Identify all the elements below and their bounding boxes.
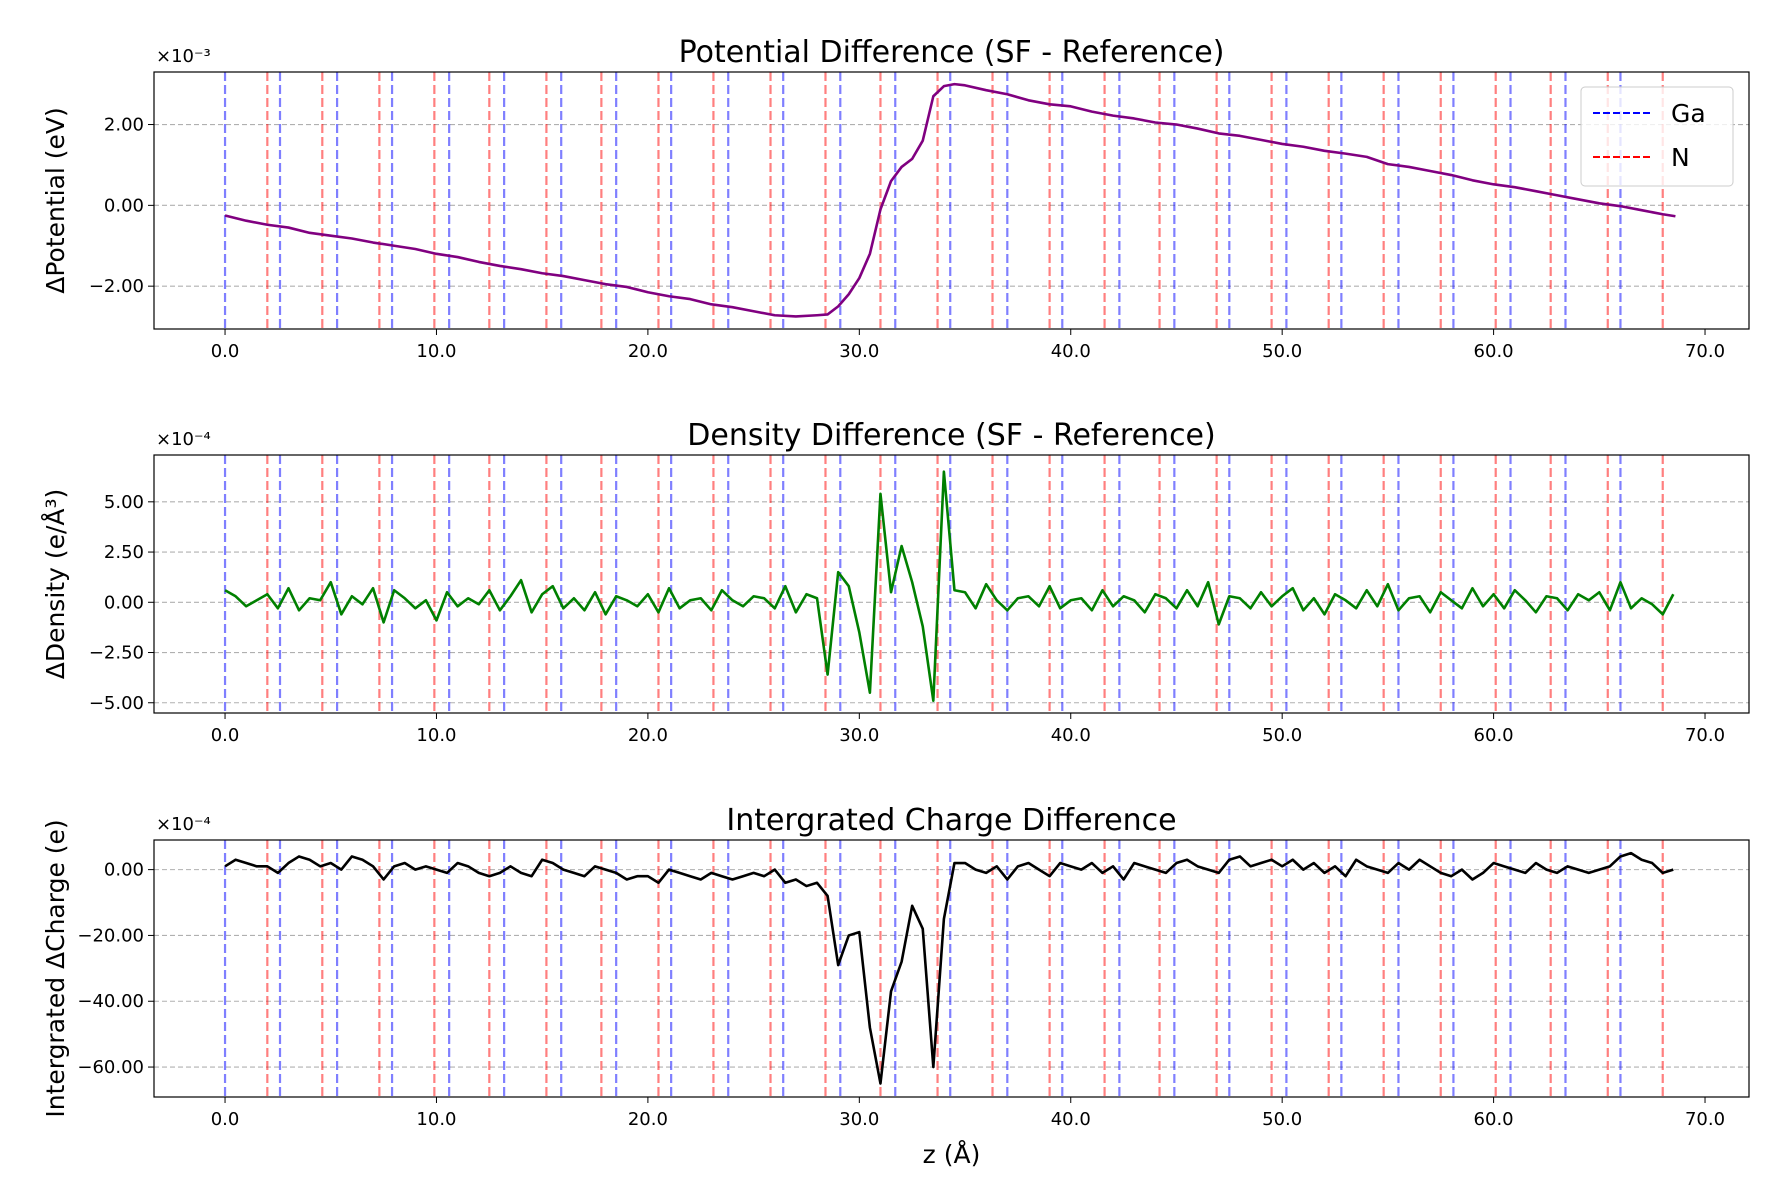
legend-box	[1580, 86, 1734, 187]
x-tick-label: 20.0	[628, 341, 668, 362]
x-tick-label: 30.0	[839, 725, 879, 746]
x-tick-label: 40.0	[1051, 341, 1091, 362]
x-tick-label: 60.0	[1474, 1109, 1514, 1130]
x-tick-label: 0.0	[211, 1109, 240, 1130]
x-tick-label: 10.0	[416, 1109, 456, 1130]
x-tick-label: 0.0	[211, 341, 240, 362]
y-tick-label: −40.00	[77, 991, 144, 1012]
data-line	[224, 82, 1676, 318]
x-tick-label: 30.0	[839, 341, 879, 362]
subplot: −2.00 0.00 2.00 0.0 10.0 20.0 30.0 40.0 50.0 60.0…	[41, 35, 1750, 362]
y-tick-label: −60.00	[77, 1057, 144, 1078]
y-tick-label: 0.00	[104, 860, 144, 881]
y-tick-label: 2.50	[104, 542, 144, 563]
y-tick-label: 0.00	[104, 592, 144, 613]
y-tick-label: 5.00	[104, 492, 144, 513]
x-tick-label: 20.0	[628, 725, 668, 746]
y-axis-label: ΔDensity (e/Å³)	[41, 489, 70, 680]
x-tick-label: 10.0	[416, 341, 456, 362]
y-offset-label: ×10⁻³	[156, 46, 211, 67]
x-tick-label: 50.0	[1262, 1109, 1302, 1130]
x-tick-label: 50.0	[1262, 725, 1302, 746]
legend: Ga N	[1580, 86, 1734, 187]
axes-frame	[153, 71, 1750, 330]
y-tick-label: −5.00	[89, 693, 144, 714]
legend-label: N	[1671, 143, 1690, 172]
x-tick-label: 30.0	[839, 1109, 879, 1130]
x-tick-label: 40.0	[1051, 725, 1091, 746]
y-axis-label: ΔPotential (eV)	[41, 107, 70, 294]
x-tick-label: 70.0	[1685, 341, 1725, 362]
axes-frame	[153, 839, 1750, 1098]
y-tick-label: 2.00	[104, 115, 144, 136]
y-axis-label: Intergrated ΔCharge (e)	[41, 819, 70, 1117]
y-tick-label: −2.50	[89, 643, 144, 664]
chart-title: Intergrated Charge Difference	[726, 803, 1176, 838]
subplot: −5.00 −2.50 0.00 2.50 5.00 0.0 10.0 20.0 30.0 40.…	[41, 418, 1750, 746]
x-tick-label: 60.0	[1474, 725, 1514, 746]
y-tick-label: −2.00	[89, 276, 144, 297]
x-tick-label: 60.0	[1474, 341, 1514, 362]
x-tick-label: 0.0	[211, 725, 240, 746]
chart-title: Density Difference (SF - Reference)	[687, 418, 1215, 453]
y-tick-label: −20.00	[77, 925, 144, 946]
y-offset-label: ×10⁻⁴	[156, 814, 211, 835]
legend-label: Ga	[1671, 99, 1706, 128]
x-tick-label: 50.0	[1262, 341, 1302, 362]
subplot: −60.00 −40.00 −20.00 0.00 0.0 10.0 20.0 30.0 40.…	[41, 803, 1750, 1169]
data-line	[224, 851, 1674, 1085]
x-axis-label: z (Å)	[923, 1140, 981, 1169]
y-offset-label: ×10⁻⁴	[156, 429, 211, 450]
x-tick-label: 70.0	[1685, 725, 1725, 746]
chart-title: Potential Difference (SF - Reference)	[679, 35, 1225, 70]
x-tick-label: 70.0	[1685, 1109, 1725, 1130]
x-tick-label: 10.0	[416, 725, 456, 746]
x-tick-label: 20.0	[628, 1109, 668, 1130]
axes-frame	[153, 454, 1750, 714]
data-line	[224, 470, 1675, 703]
y-tick-label: 0.00	[104, 195, 144, 216]
x-tick-label: 40.0	[1051, 1109, 1091, 1130]
